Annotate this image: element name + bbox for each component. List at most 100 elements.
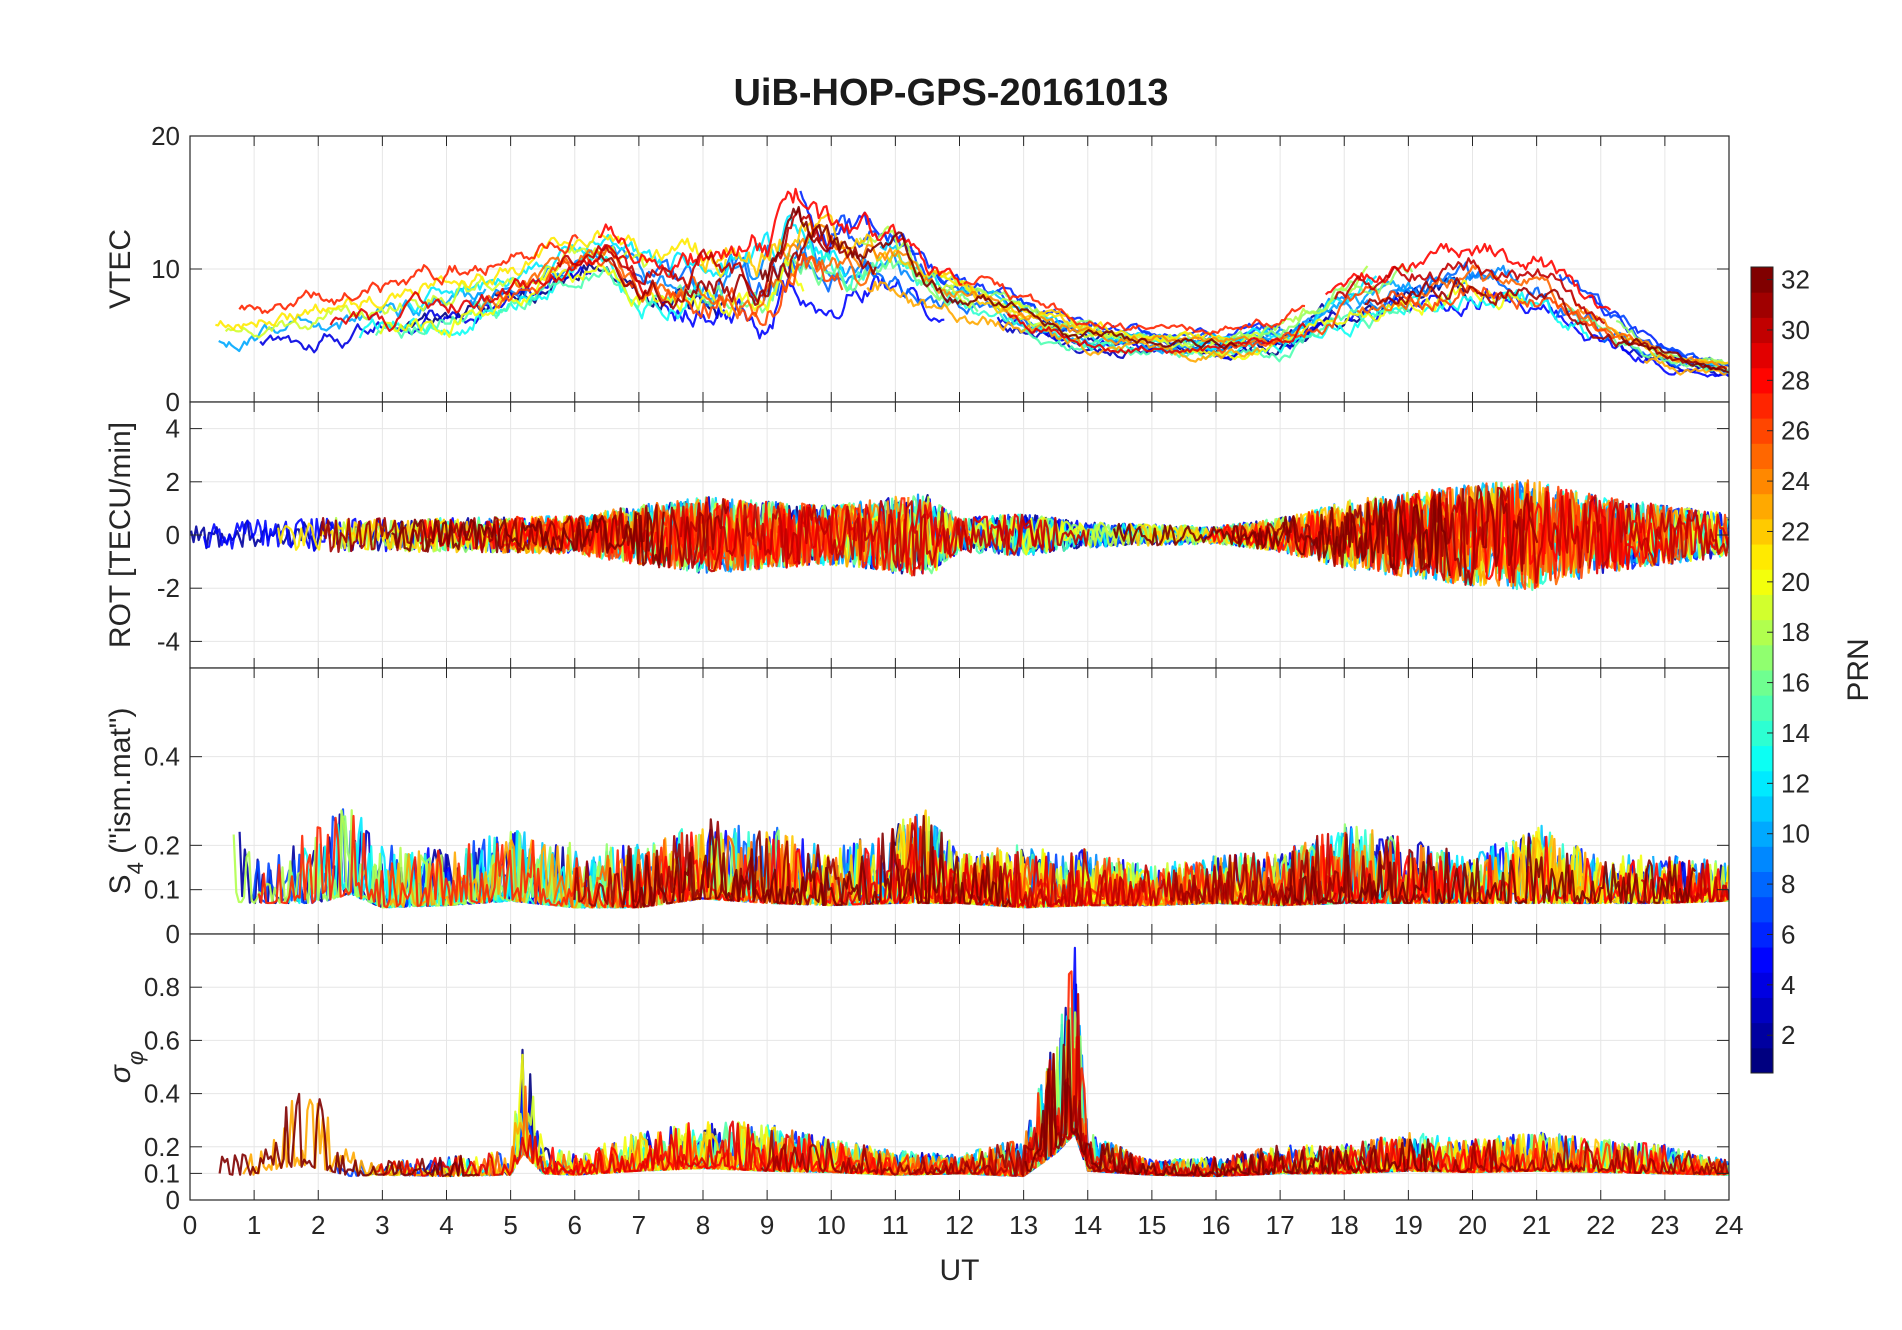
colorbar-tick-label: 4	[1781, 970, 1795, 1000]
colorbar-step	[1751, 695, 1773, 721]
x-tick-label: 0	[183, 1210, 197, 1240]
y-tick-label: 0.2	[144, 830, 180, 860]
colorbar-tick-label: 20	[1781, 567, 1810, 597]
series-line-prn-31	[760, 1077, 1729, 1177]
y-axis-label-vtec: VTEC	[104, 229, 137, 309]
x-tick-label: 17	[1266, 1210, 1295, 1240]
series-line-prn-32	[622, 814, 1697, 909]
colorbar-step	[1751, 418, 1773, 444]
x-tick-label: 15	[1137, 1210, 1166, 1240]
colorbar-step	[1751, 972, 1773, 998]
colorbar-step	[1751, 267, 1773, 293]
series-line-prn-32	[391, 491, 1451, 577]
x-tick-label: 12	[945, 1210, 974, 1240]
x-tick-label: 18	[1330, 1210, 1359, 1240]
y-tick-label: 0.4	[144, 1079, 180, 1109]
y-tick-label: 0.8	[144, 972, 180, 1002]
panel-rot: -4 -2 0 2 4 ROT [TECU/min]	[104, 401, 1730, 669]
colorbar-step	[1751, 720, 1773, 747]
colorbar-step	[1751, 518, 1773, 545]
colorbar-step	[1751, 947, 1773, 973]
colorbar-step	[1751, 493, 1773, 520]
colorbar-step	[1751, 1022, 1773, 1049]
colorbar-step	[1751, 745, 1773, 772]
colorbar-step	[1751, 795, 1773, 822]
colorbar-tick-label: 32	[1781, 265, 1810, 295]
y-tick-label: 0.6	[144, 1025, 180, 1055]
y-tick-label: 0	[166, 520, 180, 550]
series-group	[218, 946, 1729, 1178]
colorbar-tick-label: 14	[1781, 718, 1810, 748]
colorbar-step	[1751, 619, 1773, 646]
colorbar-step	[1751, 770, 1773, 797]
colorbar-label: PRN	[1842, 638, 1875, 701]
x-tick-label: 20	[1458, 1210, 1487, 1240]
y-tick-label: -4	[157, 626, 180, 656]
colorbar-step	[1751, 569, 1773, 595]
x-tick-label: 19	[1394, 1210, 1423, 1240]
x-tick-label: 5	[503, 1210, 517, 1240]
colorbar-tick-label: 16	[1781, 668, 1810, 698]
colorbar-step	[1751, 468, 1773, 495]
series-line-prn-29	[329, 244, 1307, 355]
colorbar-step	[1751, 342, 1773, 369]
x-tick-label: 13	[1009, 1210, 1038, 1240]
colorbar-step	[1751, 594, 1773, 621]
y-axis-label-sigphi: σφ	[104, 1051, 148, 1083]
colorbar-step	[1751, 292, 1773, 318]
colorbar-step	[1751, 997, 1773, 1024]
x-tick-label: 3	[375, 1210, 389, 1240]
colorbar-step	[1751, 871, 1773, 898]
x-tick-label: 4	[439, 1210, 453, 1240]
y-tick-label: 2	[166, 467, 180, 497]
series-group	[215, 187, 1729, 378]
colorbar-step	[1751, 544, 1773, 570]
colorbar-step	[1751, 392, 1773, 419]
colorbar-tick-label: 26	[1781, 416, 1810, 446]
series-line-prn-26	[495, 252, 1615, 354]
series-line-prn-30	[556, 207, 1606, 325]
colorbar-tick-label: 10	[1781, 819, 1810, 849]
colorbar-step	[1751, 443, 1773, 469]
series-line-prn-30	[679, 486, 1729, 584]
colorbar-step	[1751, 317, 1773, 344]
series-line-prn-27	[238, 234, 1306, 336]
y-tick-label: 0.1	[144, 875, 180, 905]
x-tick-label: 24	[1715, 1210, 1744, 1240]
y-tick-label: 20	[151, 121, 180, 151]
colorbar-frame	[1750, 266, 1774, 1074]
x-tick-label: 7	[632, 1210, 646, 1240]
y-tick-label: 4	[166, 414, 180, 444]
x-tick-label: 23	[1650, 1210, 1679, 1240]
colorbar-tick-label: 8	[1781, 869, 1795, 899]
colorbar-step	[1751, 846, 1773, 872]
colorbar-tick-label: 2	[1781, 1020, 1795, 1050]
series-line-prn-31	[597, 231, 1728, 371]
x-tick-label: 11	[882, 1210, 909, 1240]
y-tick-label: 0	[166, 387, 180, 417]
y-tick-label: -2	[157, 573, 180, 603]
x-tick-label: 8	[696, 1210, 710, 1240]
colorbar-tick-label: 30	[1781, 315, 1810, 345]
series-group	[232, 808, 1729, 909]
x-tick-label: 2	[311, 1210, 325, 1240]
y-tick-label: 0	[166, 919, 180, 949]
colorbar-tick-label: 28	[1781, 365, 1810, 395]
colorbar-step	[1751, 1047, 1773, 1074]
y-tick-label: 0.1	[144, 1158, 180, 1188]
colorbar-tick-label: 6	[1781, 919, 1795, 949]
x-tick-label: 6	[568, 1210, 582, 1240]
y-axis-label-s4: S4 ("ism.mat")	[104, 708, 148, 895]
colorbar-step	[1751, 821, 1773, 847]
y-tick-label: 0	[166, 1185, 180, 1215]
colorbar-tick-label: 12	[1781, 768, 1810, 798]
x-tick-label: 10	[817, 1210, 846, 1240]
colorbar-step	[1751, 367, 1773, 394]
colorbar-step	[1751, 670, 1773, 696]
series-line-prn-32	[218, 1019, 1442, 1178]
x-tick-label: 22	[1586, 1210, 1615, 1240]
panel-s4: 0 0.1 0.2 0.4S4 ("ism.mat")	[104, 667, 1730, 949]
colorbar-step	[1751, 644, 1773, 671]
